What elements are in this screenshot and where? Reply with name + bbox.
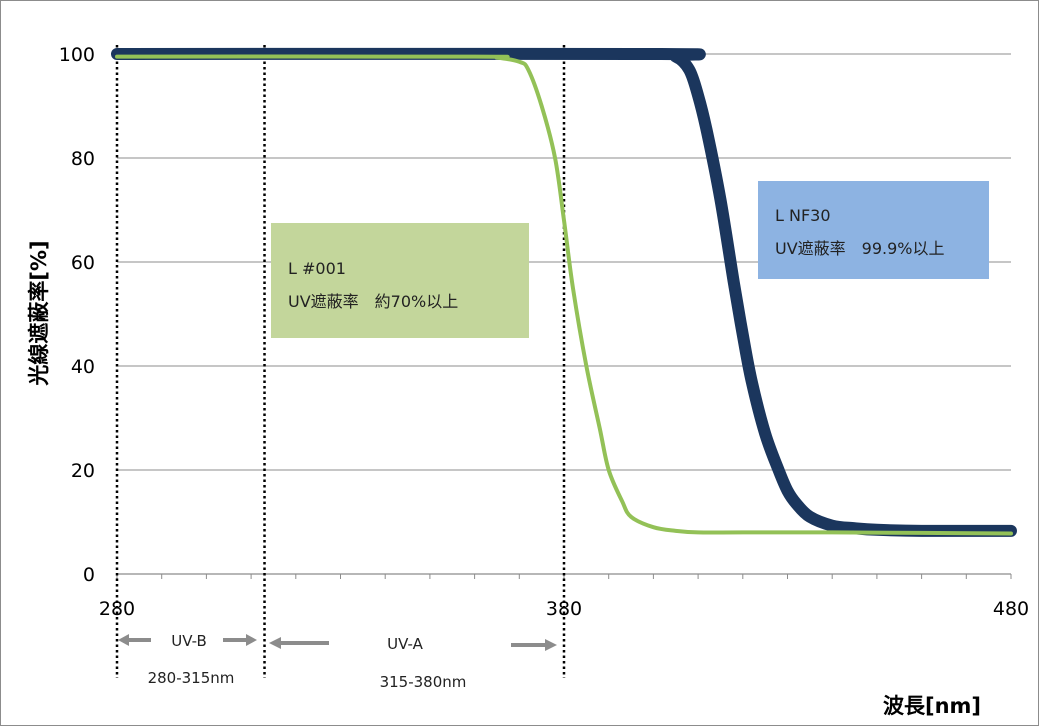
x-tick-label: 280: [99, 598, 135, 620]
y-tick-label: 20: [71, 460, 95, 482]
tick-labels: 0 20 40 60 80 100 280 380 480: [59, 44, 1029, 620]
series-line-l001: [115, 54, 1013, 536]
annotation-l001: L #001 UV遮蔽率 約70%以上: [271, 223, 529, 338]
band-boundaries: [115, 45, 566, 678]
band-uvb: UV-B 280-315nm: [118, 632, 257, 687]
uva-right-arrowhead: [545, 639, 557, 651]
series: [111, 47, 1017, 537]
annotation-l001-box: [271, 223, 529, 338]
annotation-lnf30: L NF30 UV遮蔽率 99.9%以上: [758, 181, 989, 279]
annotation-l001-line1: L #001: [288, 259, 346, 278]
uva-label: UV-A: [387, 635, 423, 653]
band-uva: UV-A 315-380nm: [269, 635, 557, 691]
y-tick-label: 100: [59, 44, 95, 66]
uva-left-arrowhead: [269, 637, 281, 649]
x-tick-label: 380: [546, 598, 582, 620]
uva-range: 315-380nm: [380, 673, 467, 691]
y-tick-label: 40: [71, 356, 95, 378]
y-tick-label: 80: [71, 148, 95, 170]
x-tick-label: 480: [993, 598, 1029, 620]
y-tick-label: 0: [83, 564, 95, 586]
annotation-lnf30-line2: UV遮蔽率 99.9%以上: [775, 239, 945, 258]
x-axis-title: 波長[nm]: [883, 694, 981, 718]
series-line-lnf30: [111, 47, 1017, 537]
uvb-left-arrowhead: [118, 634, 129, 646]
annotation-l001-line2: UV遮蔽率 約70%以上: [288, 292, 458, 311]
uvb-range: 280-315nm: [148, 669, 235, 687]
annotation-lnf30-line1: L NF30: [775, 206, 831, 225]
annotation-lnf30-box: [758, 181, 989, 279]
uvb-right-arrowhead: [246, 634, 257, 646]
y-tick-label: 60: [71, 252, 95, 274]
y-axis-title: 光線遮蔽率[%]: [27, 240, 51, 386]
uvb-label: UV-B: [171, 632, 207, 650]
